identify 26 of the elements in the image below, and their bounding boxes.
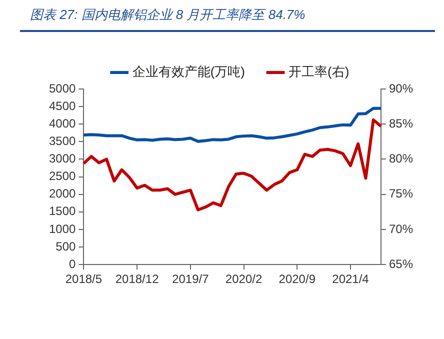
y2-tick-label: 90% xyxy=(388,81,414,96)
y2-tick-label: 75% xyxy=(388,186,414,201)
x-tick-label: 2018/12 xyxy=(115,272,160,286)
x-tick-label: 2020/9 xyxy=(278,272,316,286)
x-tick-label: 2021/4 xyxy=(332,272,370,286)
legend-label: 企业有效产能(万吨) xyxy=(132,64,246,80)
legend-label: 开工率(右) xyxy=(288,64,350,80)
y2-tick-label: 85% xyxy=(388,116,414,130)
x-tick-label: 2020/2 xyxy=(225,272,262,286)
y-tick-label: 2500 xyxy=(48,169,76,184)
y-tick-label: 1500 xyxy=(48,204,76,218)
y-tick-label: 3500 xyxy=(48,134,76,148)
y-tick-label: 2000 xyxy=(48,186,76,201)
y-tick-label: 5000 xyxy=(48,81,76,96)
x-tick-label: 2019/7 xyxy=(172,272,210,286)
y2-tick-label: 80% xyxy=(388,152,414,166)
y2-tick-label: 65% xyxy=(388,256,414,271)
y-tick-label: 500 xyxy=(56,239,76,254)
x-tick-label: 2018/5 xyxy=(65,272,102,286)
y-tick-label: 4500 xyxy=(48,98,76,113)
y-tick-label: 3000 xyxy=(48,152,76,166)
y-tick-label: 1000 xyxy=(48,222,76,236)
y-tick-label: 4000 xyxy=(48,116,76,130)
chart-title: 图表 27: 国内电解铝企业 8 月开工率降至 84.7% xyxy=(30,6,306,24)
y2-tick-label: 70% xyxy=(388,222,414,236)
y-tick-label: 0 xyxy=(69,256,76,271)
